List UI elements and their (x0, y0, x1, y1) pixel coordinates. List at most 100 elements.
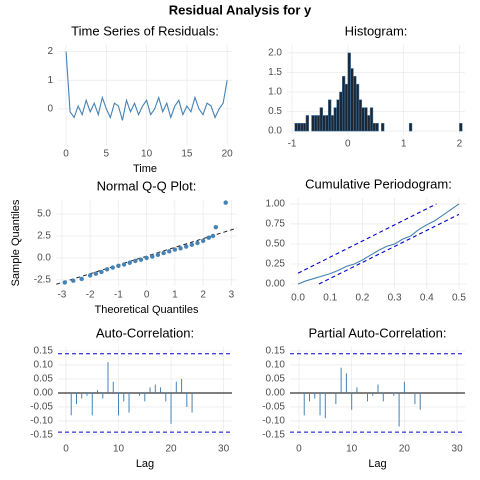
point (213, 225, 219, 230)
bar (372, 123, 376, 132)
bar (358, 99, 363, 132)
y-tick-label: 0.25 (266, 259, 286, 270)
bar (375, 123, 379, 132)
x-tick-label: 0 (345, 139, 351, 150)
page-title: Residual Analysis for y (169, 2, 312, 17)
x-tick-label: 0 (296, 444, 302, 455)
x-tick-label: 20 (165, 444, 177, 455)
x-tick-label: 15 (181, 149, 193, 160)
bar (325, 115, 329, 132)
x-tick-label: -3 (57, 290, 66, 301)
y-tick-label: 0.5 (268, 106, 282, 117)
x-tick-label: 10 (113, 444, 125, 455)
bar (355, 83, 360, 132)
y-tick-label: 0.05 (34, 374, 54, 385)
point (167, 249, 172, 254)
point (223, 200, 228, 205)
bar (350, 68, 354, 132)
point (200, 238, 206, 244)
point (121, 262, 127, 267)
point (133, 258, 138, 264)
bar (347, 52, 351, 132)
bound-line (297, 203, 437, 274)
bound-line (318, 213, 460, 285)
y-tick-label: 0.05 (266, 374, 286, 385)
y-tick-label: 0.15 (266, 346, 286, 357)
point (71, 278, 76, 283)
y-tick-label: 1.00 (266, 199, 286, 210)
y-tick-label: -0.15 (262, 430, 285, 441)
y-tick-label: 0.10 (34, 360, 54, 371)
point (195, 240, 200, 246)
bar (336, 99, 340, 132)
panel-title: Histogram: (345, 23, 408, 38)
y-tick-label: -0.10 (30, 416, 53, 427)
x-tick-label: 30 (452, 444, 464, 455)
point (110, 265, 115, 270)
bar (316, 115, 321, 132)
point (183, 244, 189, 249)
y-tick-label: 0.50 (266, 239, 286, 250)
point (189, 242, 195, 247)
x-axis-label: Time (133, 163, 157, 175)
y-tick-label: 1.5 (268, 67, 282, 78)
y-tick-label: 1 (47, 75, 53, 86)
y-tick-label: 2.0 (268, 47, 282, 58)
x-tick-label: 10 (141, 149, 153, 160)
bar (300, 123, 304, 132)
x-tick-label: 3 (229, 290, 235, 301)
x-axis-label: Lag (136, 458, 154, 470)
bar (314, 115, 318, 132)
point (150, 254, 155, 259)
bar (330, 115, 335, 132)
x-tick-label: 2 (457, 139, 463, 150)
x-axis-label: Lag (368, 458, 386, 470)
bar (302, 123, 307, 132)
x-tick-label: 0.3 (388, 293, 402, 304)
y-tick-label: 0.00 (266, 388, 286, 399)
x-tick-label: 0.4 (420, 293, 434, 304)
y-tick-label: 0.75 (266, 219, 286, 230)
bar (367, 115, 371, 132)
panel-title: Auto-Correlation: (96, 325, 194, 340)
y-tick-label: 0.00 (34, 388, 54, 399)
y-tick-label: 0 (47, 104, 53, 115)
point (93, 271, 99, 276)
bar (353, 76, 357, 132)
bar (311, 115, 315, 132)
bar (369, 107, 374, 132)
x-tick-label: 20 (222, 149, 234, 160)
bar (322, 115, 326, 132)
bar (341, 76, 346, 132)
x-axis-label: Theoretical Quantiles (95, 304, 199, 316)
point (144, 255, 149, 261)
x-tick-label: 0.0 (291, 293, 305, 304)
y-tick-label: 0.10 (266, 360, 286, 371)
series-line (65, 51, 228, 121)
x-tick-label: 0 (63, 149, 69, 160)
bar (408, 123, 413, 132)
x-tick-label: -1 (288, 139, 297, 150)
y-tick-label: 5.0 (37, 209, 51, 220)
y-tick-label: 1.0 (268, 87, 282, 98)
x-tick-label: 0 (63, 444, 69, 455)
bar (364, 107, 368, 132)
y-tick-label: 2.5 (37, 231, 51, 242)
y-tick-label: -0.05 (262, 402, 285, 413)
point (210, 233, 216, 239)
y-tick-label: 0.0 (37, 253, 51, 264)
x-tick-label: -2 (86, 290, 95, 301)
point (116, 263, 121, 269)
bar (361, 107, 365, 132)
x-tick-label: 2 (200, 290, 206, 301)
y-tick-label: 0.00 (266, 279, 286, 290)
point (87, 273, 93, 278)
point (79, 276, 84, 282)
x-tick-label: 0.1 (323, 293, 337, 304)
point (206, 235, 211, 240)
bar (297, 123, 301, 132)
x-tick-label: 1 (172, 290, 178, 301)
y-tick-label: 2 (47, 46, 53, 57)
bar (381, 123, 385, 132)
y-tick-label: -0.15 (30, 430, 53, 441)
